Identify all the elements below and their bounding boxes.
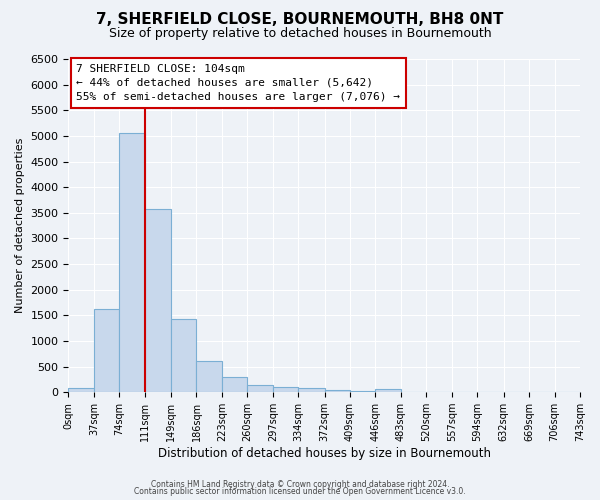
Bar (145, 208, 171, 392)
Text: 7, SHERFIELD CLOSE, BOURNEMOUTH, BH8 0NT: 7, SHERFIELD CLOSE, BOURNEMOUTH, BH8 0NT (97, 12, 503, 28)
Text: Contains HM Land Registry data © Crown copyright and database right 2024.: Contains HM Land Registry data © Crown c… (151, 480, 449, 489)
Bar (325, 390, 350, 392)
Bar (94, 309, 119, 392)
X-axis label: Distribution of detached houses by size in Bournemouth: Distribution of detached houses by size … (158, 447, 491, 460)
Bar (68, 388, 94, 392)
Bar (273, 386, 298, 392)
Bar (247, 384, 273, 392)
Bar (119, 134, 145, 392)
Bar (171, 320, 196, 392)
Bar (350, 391, 376, 392)
Bar (376, 388, 401, 392)
Text: Size of property relative to detached houses in Bournemouth: Size of property relative to detached ho… (109, 28, 491, 40)
Bar (196, 360, 222, 392)
Bar (222, 376, 247, 392)
Y-axis label: Number of detached properties: Number of detached properties (15, 138, 25, 314)
Text: 7 SHERFIELD CLOSE: 104sqm
← 44% of detached houses are smaller (5,642)
55% of se: 7 SHERFIELD CLOSE: 104sqm ← 44% of detac… (76, 64, 400, 102)
Bar (298, 388, 325, 392)
Text: Contains public sector information licensed under the Open Government Licence v3: Contains public sector information licen… (134, 487, 466, 496)
